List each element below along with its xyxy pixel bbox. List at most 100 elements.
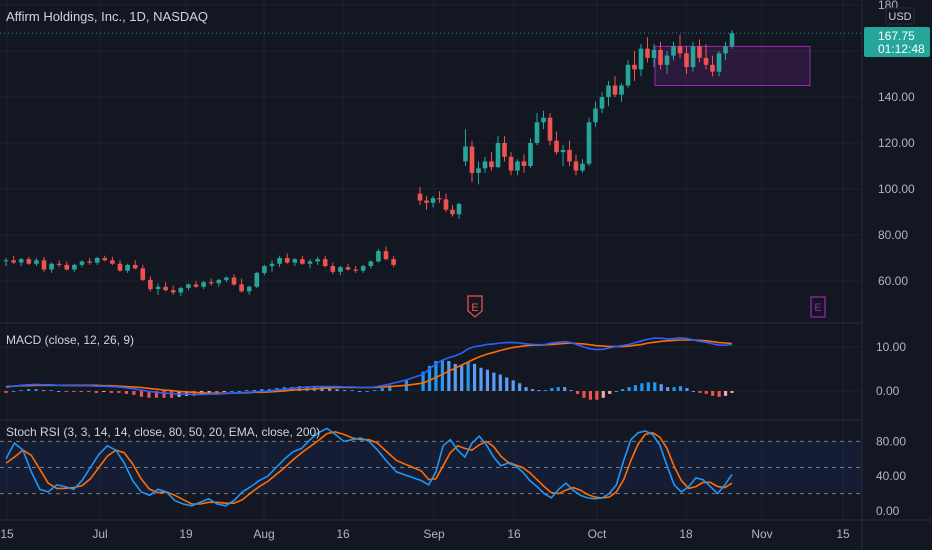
- macd-line[interactable]: [5, 336, 733, 396]
- candle[interactable]: [684, 46, 689, 74]
- candle[interactable]: [56, 260, 62, 268]
- candle[interactable]: [246, 285, 252, 295]
- candle[interactable]: [315, 256, 320, 265]
- candle[interactable]: [292, 258, 298, 267]
- candle[interactable]: [632, 51, 637, 81]
- candle[interactable]: [697, 39, 702, 63]
- candle[interactable]: [224, 276, 229, 283]
- candle[interactable]: [528, 138, 533, 169]
- candle[interactable]: [72, 263, 77, 272]
- candle[interactable]: [383, 246, 389, 261]
- candle[interactable]: [521, 154, 527, 173]
- candle[interactable]: [11, 255, 16, 264]
- macd-pane[interactable]: [4, 336, 734, 400]
- earnings-marker-past[interactable]: E: [467, 295, 483, 318]
- candle[interactable]: [534, 113, 540, 146]
- candle[interactable]: [515, 159, 520, 176]
- stoch-rsi-pane[interactable]: [0, 427, 862, 507]
- candle[interactable]: [580, 159, 585, 173]
- candle[interactable]: [658, 41, 663, 70]
- candle[interactable]: [651, 44, 657, 68]
- candle[interactable]: [330, 262, 336, 275]
- candle[interactable]: [593, 101, 598, 127]
- candle[interactable]: [262, 264, 267, 276]
- candle[interactable]: [703, 44, 709, 70]
- candle[interactable]: [94, 256, 100, 265]
- candle[interactable]: [269, 260, 275, 272]
- candle[interactable]: [619, 83, 624, 102]
- candle[interactable]: [353, 266, 358, 273]
- candle[interactable]: [360, 264, 366, 273]
- candle[interactable]: [231, 274, 237, 286]
- candle[interactable]: [163, 282, 168, 292]
- candle[interactable]: [541, 110, 546, 130]
- candle[interactable]: [450, 205, 455, 217]
- candle[interactable]: [463, 129, 468, 166]
- candle[interactable]: [560, 145, 566, 166]
- candle[interactable]: [338, 266, 343, 276]
- candle[interactable]: [443, 193, 449, 212]
- candle[interactable]: [102, 255, 108, 262]
- candle[interactable]: [573, 154, 579, 176]
- candle[interactable]: [482, 156, 488, 173]
- candle[interactable]: [469, 140, 475, 183]
- candle[interactable]: [193, 281, 199, 288]
- candle[interactable]: [201, 281, 206, 290]
- candle[interactable]: [208, 278, 214, 286]
- candle[interactable]: [87, 258, 92, 265]
- candle[interactable]: [554, 131, 559, 155]
- stoch-rsi-k-line[interactable]: [5, 427, 733, 507]
- candle[interactable]: [64, 261, 70, 271]
- candle[interactable]: [690, 41, 696, 72]
- candle[interactable]: [216, 278, 222, 287]
- candle[interactable]: [599, 92, 605, 114]
- candle[interactable]: [300, 255, 305, 265]
- candle[interactable]: [567, 140, 572, 166]
- time-axis[interactable]: 15 Jul 19 Aug 16 Sep 16 Oct 18 Nov 15: [0, 527, 850, 541]
- candle[interactable]: [612, 76, 618, 97]
- candle[interactable]: [284, 253, 290, 264]
- candle[interactable]: [391, 255, 396, 268]
- candle[interactable]: [322, 255, 328, 268]
- candle[interactable]: [606, 80, 611, 107]
- candle[interactable]: [307, 259, 313, 269]
- candle[interactable]: [277, 255, 282, 268]
- currency-label[interactable]: USD: [885, 7, 915, 25]
- candle[interactable]: [671, 41, 676, 61]
- candle[interactable]: [345, 263, 351, 271]
- candle[interactable]: [3, 258, 9, 267]
- candle[interactable]: [18, 258, 24, 267]
- candle[interactable]: [710, 55, 715, 77]
- candle[interactable]: [456, 202, 462, 219]
- candle[interactable]: [430, 195, 436, 208]
- candle[interactable]: [170, 285, 176, 295]
- candle[interactable]: [41, 256, 47, 272]
- candle[interactable]: [437, 191, 442, 203]
- candle[interactable]: [645, 37, 650, 63]
- candle[interactable]: [502, 136, 507, 162]
- candle[interactable]: [489, 152, 494, 171]
- candle[interactable]: [495, 136, 501, 169]
- candle[interactable]: [368, 260, 374, 269]
- candle[interactable]: [49, 262, 54, 273]
- candle[interactable]: [586, 117, 592, 166]
- candle[interactable]: [239, 278, 244, 293]
- earnings-marker-upcoming[interactable]: E: [810, 296, 826, 318]
- candle[interactable]: [729, 30, 735, 49]
- candle[interactable]: [254, 271, 260, 288]
- candle[interactable]: [625, 60, 631, 88]
- candle[interactable]: [664, 51, 670, 74]
- candle[interactable]: [547, 113, 553, 146]
- candle[interactable]: [638, 44, 644, 77]
- candle[interactable]: [79, 260, 85, 268]
- candle[interactable]: [178, 286, 184, 296]
- candle[interactable]: [476, 161, 481, 185]
- candle[interactable]: [110, 256, 115, 265]
- candle[interactable]: [125, 263, 130, 273]
- candle[interactable]: [424, 195, 429, 210]
- stoch-rsi-d-line[interactable]: [5, 430, 733, 505]
- candle[interactable]: [716, 51, 722, 77]
- candle[interactable]: [723, 41, 728, 61]
